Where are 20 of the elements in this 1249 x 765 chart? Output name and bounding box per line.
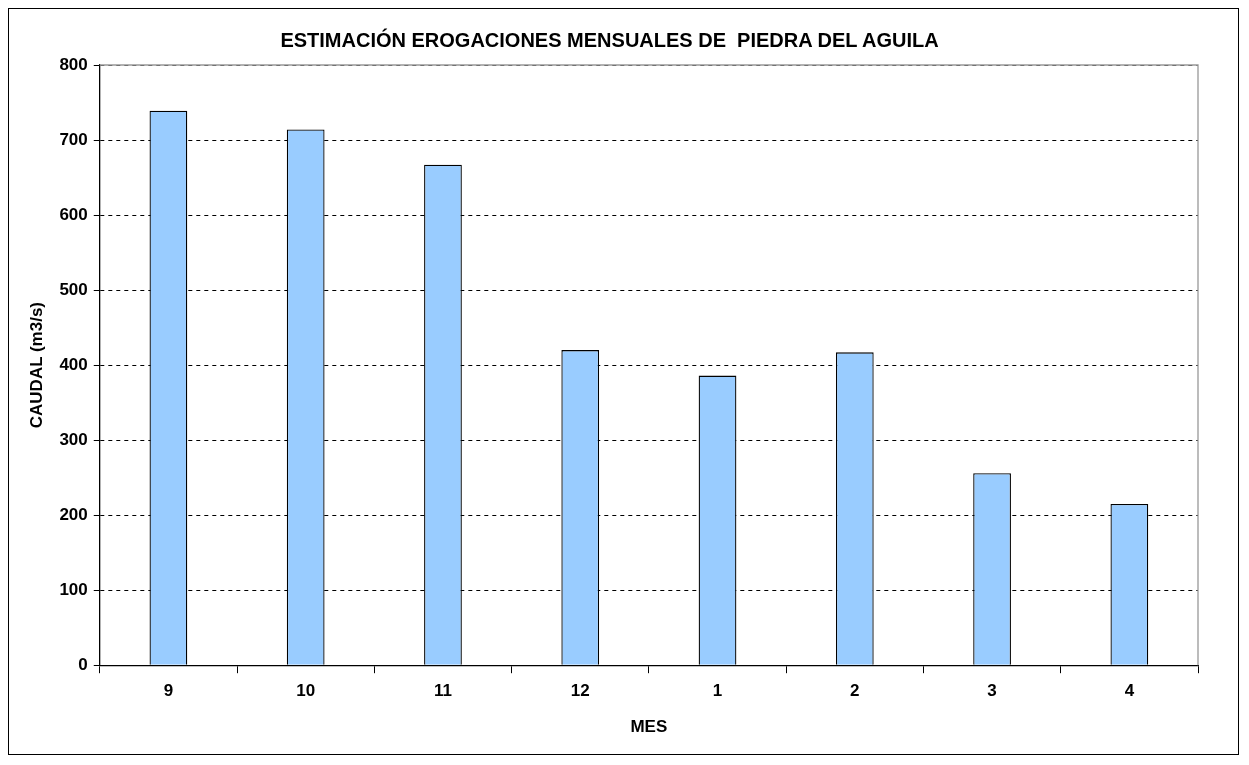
y-tick-label: 300 (59, 429, 88, 449)
x-tick-label: 12 (570, 681, 590, 701)
x-tick-label: 1 (712, 681, 723, 701)
y-tick-label: 600 (59, 204, 88, 224)
y-tick-label: 0 (78, 654, 88, 674)
x-axis-title: MES (630, 717, 668, 737)
chart-title: ESTIMACIÓN EROGACIONES MENSUALES DE PIEDRA DEL AGUILA (280, 27, 939, 51)
y-tick-label: 100 (59, 579, 88, 599)
x-tick-label: 9 (163, 681, 174, 701)
y-tick-label: 500 (59, 279, 88, 299)
x-tick-label: 3 (987, 681, 997, 701)
y-tick-label: 700 (59, 129, 88, 149)
x-tick-label: 10 (296, 681, 316, 701)
y-tick-label: 800 (59, 54, 88, 74)
y-axis-title: CAUDAL (m3/s) (26, 301, 46, 429)
x-tick-label: 4 (1124, 681, 1135, 701)
x-tick-label: 2 (850, 681, 860, 701)
y-tick-label: 400 (59, 354, 88, 374)
x-tick-label: 11 (433, 681, 452, 701)
y-tick-label: 200 (59, 504, 88, 524)
